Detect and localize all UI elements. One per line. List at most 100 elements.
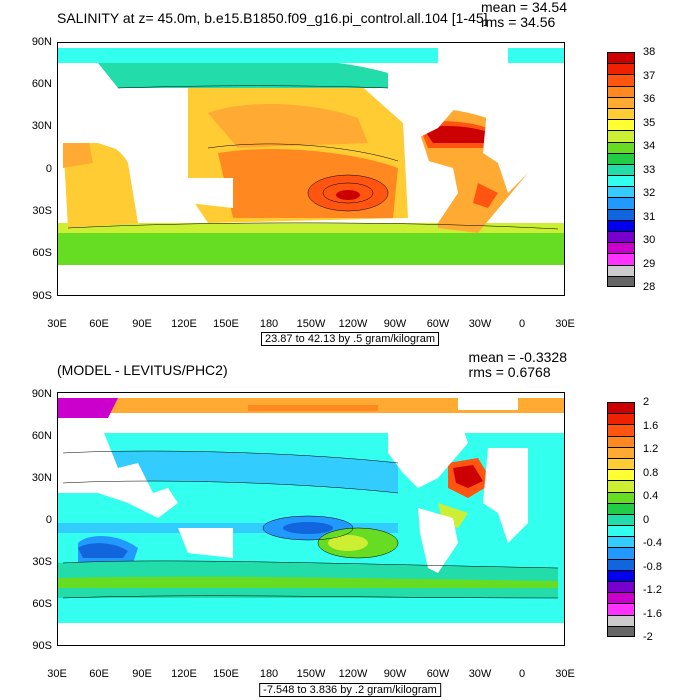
contour-range-label: -7.548 to 3.836 by .2 gram/kilogram	[259, 683, 441, 697]
lat-tick-label: 60S	[32, 247, 52, 259]
colorbar-swatch	[607, 96, 635, 108]
colorbar-swatch	[607, 569, 635, 582]
salinity-map-field	[58, 43, 564, 295]
colorbar-swatch	[607, 85, 635, 97]
mean-value: mean = -0.3328	[468, 349, 567, 365]
colorbar-label: 29	[643, 257, 656, 270]
colorbar-swatch	[607, 152, 635, 164]
lat-tick-label: 0	[45, 514, 52, 526]
colorbar-swatch	[607, 435, 635, 447]
lat-tick-label: 0	[45, 163, 52, 175]
colorbar-swatch	[607, 219, 635, 232]
colorbar-swatch	[607, 592, 635, 604]
colorbar-border	[607, 52, 635, 287]
colorbar-swatch	[607, 491, 635, 503]
difference-map-field	[58, 393, 564, 645]
colorbar-label: 30	[643, 234, 656, 246]
lat-tick-label: 30N	[31, 472, 52, 484]
lon-tick-label: 30W	[468, 668, 492, 680]
colorbar-swatch	[607, 547, 635, 559]
lon-tick-label: 120W	[338, 668, 368, 680]
colorbar-label: 1.2	[643, 443, 659, 455]
lon-tick-label: 180	[259, 318, 279, 330]
lon-tick-label: 90W	[383, 318, 407, 330]
colorbar-swatch	[607, 130, 635, 142]
colorbar-swatch	[607, 536, 635, 548]
colorbar-label: 38	[643, 46, 656, 58]
lat-tick-label: 90S	[32, 640, 52, 652]
colorbar-label: -1.2	[643, 584, 662, 596]
colorbar-label: 0	[643, 513, 650, 526]
lon-tick-label: 30E	[47, 318, 67, 330]
lat-tick-label: 90N	[31, 388, 52, 400]
colorbar-swatch	[607, 231, 635, 243]
colorbar-swatch	[607, 264, 635, 276]
lon-tick-label: 0	[518, 318, 526, 330]
lon-tick-label: 150E	[213, 668, 239, 680]
colorbar	[607, 52, 635, 287]
lon-tick-label: 150W	[296, 668, 326, 680]
lon-tick-label: 90E	[132, 318, 152, 330]
colorbar-swatch	[607, 197, 635, 209]
colorbar-border	[607, 402, 635, 637]
colorbar-swatch	[607, 208, 635, 220]
lon-tick-label: 180	[259, 668, 279, 680]
colorbar-swatch	[607, 275, 635, 287]
lon-tick-label: 150W	[296, 318, 326, 330]
panel-title: (MODEL - LEVITUS/PHC2)	[57, 362, 228, 378]
lat-tick-label: 30S	[32, 205, 52, 217]
lat-tick-label: 30N	[31, 120, 52, 132]
lon-tick-label: 60E	[89, 318, 109, 330]
lon-tick-label: 30W	[468, 318, 492, 330]
colorbar-swatch	[607, 186, 635, 198]
colorbar-label: -1.6	[643, 607, 662, 620]
lat-tick-label: 60N	[31, 430, 52, 442]
colorbar-swatch	[607, 446, 635, 458]
lon-tick-label: 120W	[338, 318, 368, 330]
lat-tick-label: 90N	[31, 36, 52, 48]
colorbar-label: 32	[643, 187, 656, 199]
lat-tick-label: 30S	[32, 556, 52, 568]
colorbar-swatch	[607, 469, 635, 481]
salinity-panel: SALINITY at z= 45.0m, b.e15.B1850.f09_g1…	[31, 0, 656, 346]
mean-value: mean = 34.54	[480, 0, 567, 15]
colorbar-swatch	[607, 413, 635, 425]
colorbar-swatch	[607, 242, 635, 254]
colorbar-label: -0.8	[643, 560, 662, 573]
rms-value: rms = 34.56	[480, 14, 556, 30]
lon-tick-label: 30E	[555, 668, 575, 680]
lon-tick-label: 90E	[132, 668, 152, 680]
contour-range-label: 23.87 to 42.13 by .5 gram/kilogram	[261, 332, 439, 346]
colorbar-swatch	[607, 525, 635, 537]
colorbar-swatch	[607, 253, 635, 265]
lon-tick-label: 30E	[555, 318, 575, 330]
colorbar-swatch	[607, 614, 635, 626]
colorbar-swatch	[607, 558, 635, 570]
lon-tick-label: 60W	[426, 318, 450, 330]
colorbar-label: 2	[643, 396, 650, 408]
colorbar-label: 0.4	[643, 490, 659, 502]
colorbar-label: 1.6	[643, 419, 659, 432]
colorbar-label: -2	[643, 631, 653, 643]
colorbar-swatch	[607, 502, 635, 514]
lon-tick-label: 30E	[47, 668, 67, 680]
colorbar-swatch	[607, 63, 635, 75]
colorbar-label: 33	[643, 163, 656, 176]
colorbar-swatch	[607, 603, 635, 615]
colorbar-label: 28	[643, 281, 656, 293]
difference-map	[57, 392, 565, 646]
difference-panel: (MODEL - LEVITUS/PHC2) mean = -0.3328 rm…	[0, 350, 700, 700]
salinity-map	[57, 42, 565, 296]
colorbar-label: 36	[643, 93, 656, 105]
colorbar-swatch	[607, 74, 635, 86]
colorbar-swatch	[607, 107, 635, 120]
colorbar-swatch	[607, 480, 635, 492]
colorbar-label: -0.4	[643, 537, 662, 549]
lat-tick-label: 90S	[32, 290, 52, 302]
lon-tick-label: 120E	[171, 318, 197, 330]
rms-value: rms = 0.6768	[468, 364, 551, 380]
colorbar-swatch	[607, 163, 635, 176]
colorbar-swatch	[607, 119, 635, 131]
colorbar-swatch	[607, 175, 635, 187]
stats-box: mean = -0.3328 rms = 0.6768	[469, 350, 567, 380]
